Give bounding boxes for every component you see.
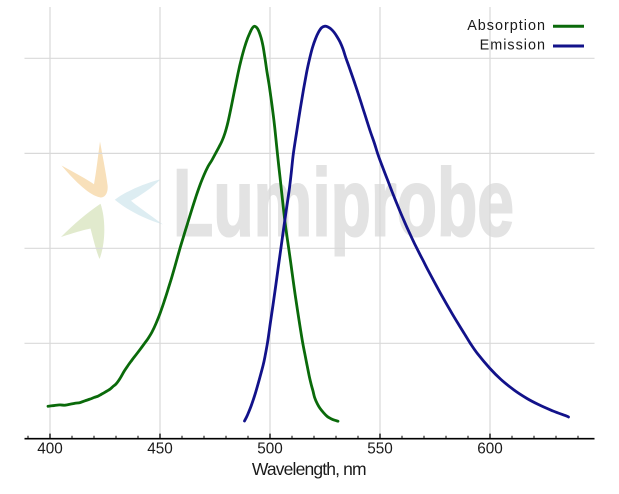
svg-text:600: 600 (477, 441, 503, 458)
svg-text:Emission: Emission (480, 37, 546, 53)
svg-text:500: 500 (257, 441, 283, 458)
svg-text:450: 450 (147, 441, 173, 458)
svg-text:Wavelength, nm: Wavelength, nm (252, 459, 366, 479)
svg-text:Lumiprobe: Lumiprobe (173, 150, 514, 257)
svg-text:400: 400 (37, 441, 63, 458)
svg-text:550: 550 (367, 441, 393, 458)
svg-text:Absorption: Absorption (467, 18, 546, 34)
